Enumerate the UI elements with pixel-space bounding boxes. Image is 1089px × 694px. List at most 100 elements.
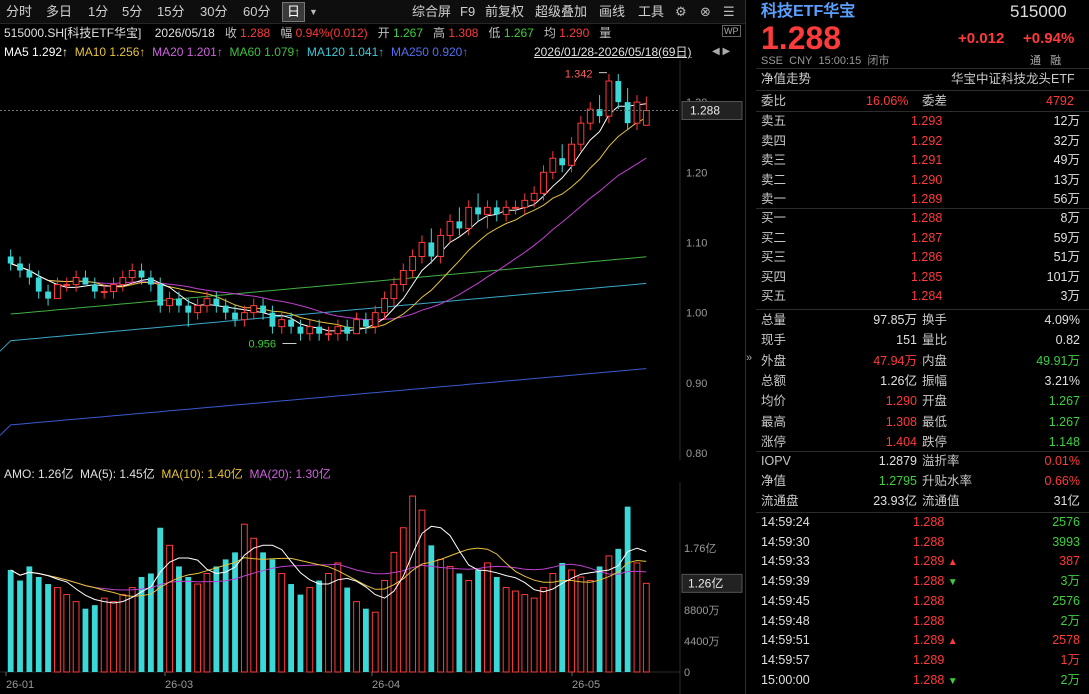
bid-price[interactable]: 1.286 (911, 250, 943, 264)
tool-tools[interactable]: 工具 (638, 4, 665, 19)
iopv-value: 31亿 (1053, 494, 1080, 508)
candle-body (176, 298, 182, 306)
low-annotation: 0.956 (248, 339, 276, 351)
volume-bar (194, 583, 202, 673)
period-tab-daily[interactable]: 日 (282, 2, 306, 22)
amo-line: AMO: 1.26亿 MA(5): 1.45亿 MA(10): 1.40亿 MA… (4, 466, 331, 482)
bid-price[interactable]: 1.287 (911, 230, 943, 245)
margin-tags: 通 融 (1030, 55, 1062, 67)
panel-divider[interactable] (745, 0, 746, 694)
menu-icon[interactable]: ☰ (723, 4, 735, 19)
volume-bar (222, 559, 229, 672)
tick-volume: 3万 (1060, 574, 1080, 589)
bid-volume: 8万 (1060, 211, 1080, 225)
amo-ma5: MA(5): 1.45亿 (80, 467, 155, 481)
iopv-label: 溢折率 (922, 454, 960, 468)
period-tab-intraday[interactable]: 分时 (6, 4, 33, 19)
tool-super-overlay[interactable]: 超级叠加 (535, 4, 588, 19)
volume-tick-label: 0 (684, 667, 690, 679)
ask-price[interactable]: 1.292 (911, 133, 943, 148)
tool-f9[interactable]: F9 (460, 4, 476, 19)
ask-price[interactable]: 1.290 (911, 172, 943, 187)
tool-forward-adjust[interactable]: 前复权 (485, 4, 525, 19)
close-circle-icon[interactable]: ⊗ (700, 4, 711, 19)
ma120-line (0, 282, 647, 352)
stat-value: 1.308 (885, 414, 917, 429)
gear-icon[interactable]: ⚙ (675, 4, 687, 19)
ma250-line (0, 368, 647, 436)
toolbar: 分时 多日 1分 5分 15分 30分 60分 日 ▼ 综合屏 F9 前复权 超… (0, 0, 745, 24)
volume-bar (35, 577, 42, 672)
candle-body (35, 277, 42, 292)
candle-body (530, 192, 538, 201)
volume-bar (428, 545, 435, 672)
ask-price[interactable]: 1.291 (911, 153, 943, 167)
bid-price[interactable]: 1.284 (911, 289, 943, 303)
bid-level-label: 买三 (761, 250, 787, 264)
ma10-value: MA10 1.256↑ (74, 45, 146, 59)
ask-volume: 13万 (1053, 172, 1080, 187)
period-tab-15min[interactable]: 15分 (157, 4, 185, 19)
period-tab-1min[interactable]: 1分 (88, 4, 109, 19)
tool-overview-screen[interactable]: 综合屏 (412, 4, 452, 19)
tool-draw-line[interactable]: 画线 (599, 4, 626, 19)
period-dropdown-icon[interactable]: ▼ (309, 7, 318, 17)
wp-badge-icon[interactable]: WP (722, 25, 741, 37)
ask-volume: 32万 (1053, 133, 1080, 148)
candle-body (306, 326, 314, 335)
candle-body (642, 110, 650, 126)
candle-body (17, 263, 23, 271)
price-change-pct: +0.94% (1023, 30, 1075, 47)
period-tab-30min[interactable]: 30分 (200, 4, 228, 19)
candle-body (334, 326, 342, 335)
period-tab-5min[interactable]: 5分 (122, 4, 143, 19)
stat-value: 1.290 (885, 394, 917, 409)
volume-bar (559, 562, 566, 672)
tick-down-arrow-icon: ▼ (947, 577, 958, 589)
period-tab-60min[interactable]: 60分 (243, 4, 271, 19)
candle-body (521, 199, 529, 208)
order-diff-label: 委差 (922, 94, 948, 108)
price-tick-label: 1.10 (686, 237, 707, 249)
range-arrows-icon[interactable]: ◀ ▶ (712, 46, 731, 57)
tick-time: 14:59:51 (761, 633, 810, 648)
volume-bar (17, 580, 23, 672)
volume-bar (465, 580, 473, 673)
candle-body (512, 206, 519, 209)
ask-price[interactable]: 1.293 (911, 114, 943, 128)
iopv-label: IOPV (761, 454, 791, 468)
candle-body (577, 122, 585, 145)
candle-body (297, 326, 304, 334)
volume-bar (605, 555, 613, 673)
volume-bar (418, 509, 426, 673)
volume-bar (334, 562, 342, 673)
volume-chart[interactable]: 1.76亿 8800万 4400万 0 1.26亿 26-01 26-03 26-04 26-0… (0, 482, 745, 694)
iopv-value: 0.66% (1044, 474, 1080, 488)
collapse-panel-icon[interactable]: » (746, 352, 753, 364)
ma120-value: MA120 1.041↑ (306, 45, 385, 59)
bid-price[interactable]: 1.288 (911, 211, 943, 225)
volume-bar (633, 562, 641, 673)
tick-time: 14:59:45 (761, 593, 810, 608)
fund-name: 科技ETF华宝 (761, 3, 856, 20)
current-price-label: 1.288 (690, 104, 720, 118)
volume-bar (63, 594, 71, 673)
iopv-value: 1.2879 (878, 454, 917, 468)
volume-bar (119, 594, 127, 673)
ma-line: MA5 1.292↑ MA10 1.256↑ MA20 1.201↑ MA60 … (4, 44, 468, 60)
ma5-line (10, 103, 647, 332)
ask-price[interactable]: 1.289 (911, 192, 943, 206)
tick-volume: 3993 (1052, 534, 1080, 549)
volume-bar (7, 569, 14, 672)
info-low: 1.267 (503, 26, 534, 40)
volume-bar (176, 566, 182, 672)
candle-body (100, 291, 108, 294)
candle-body (63, 284, 71, 287)
bid-price[interactable]: 1.285 (911, 269, 943, 284)
date-range[interactable]: 2026/01/28-2026/05/18(69日) (534, 45, 692, 59)
stat-label: 涨停 (761, 434, 787, 449)
nav-trend-link[interactable]: 净值走势 (761, 72, 812, 86)
period-tab-multiday[interactable]: 多日 (46, 4, 73, 19)
bid-volume: 59万 (1053, 230, 1080, 245)
